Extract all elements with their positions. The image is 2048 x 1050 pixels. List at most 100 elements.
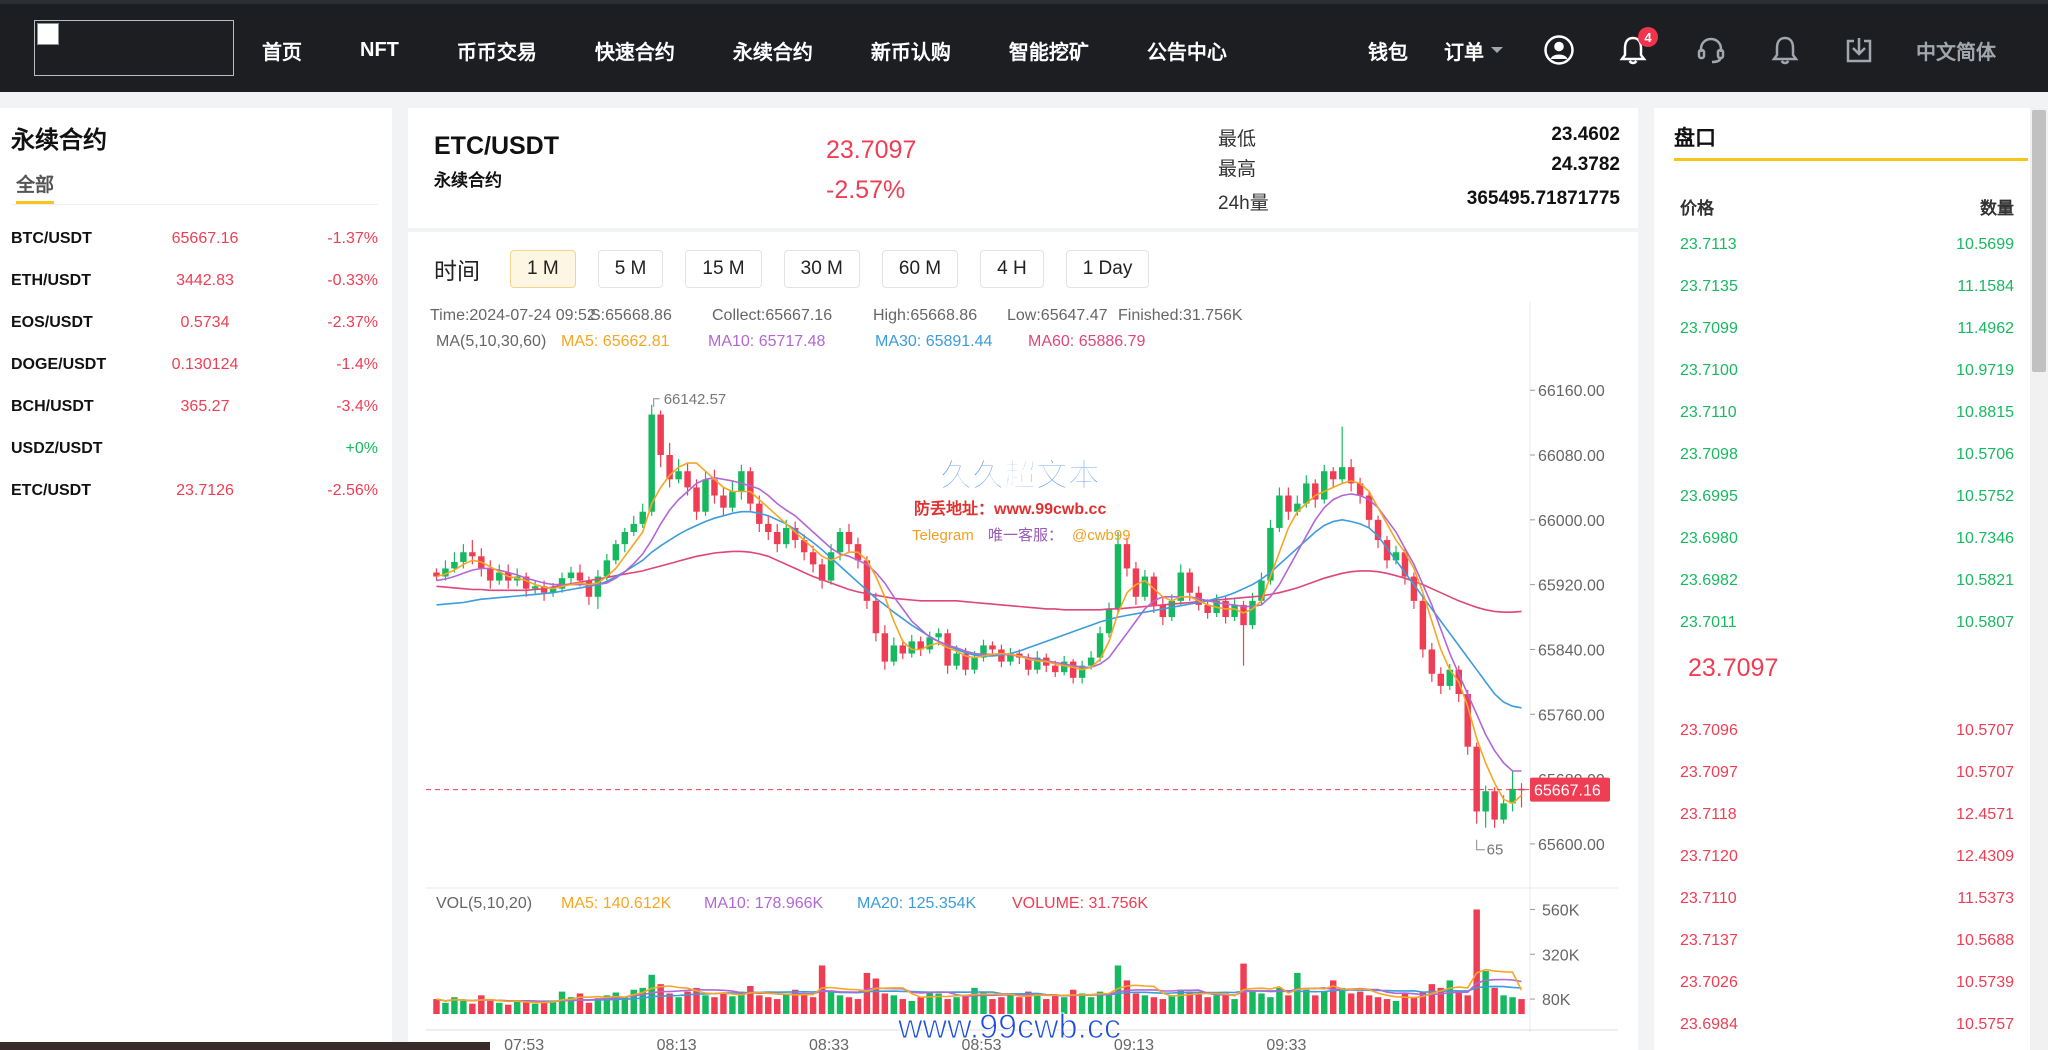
orderbook-bid-row[interactable]: 23.7135 11.1584 bbox=[1654, 266, 2048, 308]
volume-bar bbox=[980, 991, 987, 1014]
bell-outline-icon[interactable] bbox=[1768, 33, 1802, 67]
logo[interactable] bbox=[34, 20, 234, 76]
orderbook-bid-row[interactable]: 23.7113 10.5699 bbox=[1654, 224, 2048, 266]
scrollbar[interactable] bbox=[2030, 108, 2048, 1050]
candle bbox=[1132, 568, 1140, 597]
orderbook-bid-row[interactable]: 23.6982 10.5821 bbox=[1654, 560, 2048, 602]
volume-bar bbox=[460, 1000, 467, 1014]
volume-bar bbox=[1437, 987, 1445, 1014]
market-row[interactable]: EOS/USDT 0.5734 -2.37% bbox=[0, 302, 392, 344]
volume-bar bbox=[1401, 993, 1409, 1014]
bell-icon[interactable]: 4 bbox=[1616, 27, 1658, 67]
candle bbox=[1087, 657, 1095, 666]
market-row[interactable]: ETC/USDT 23.7126 -2.56% bbox=[0, 470, 392, 512]
orderbook-ask-row[interactable]: 23.7110 11.5373 bbox=[1654, 878, 2048, 920]
x-tick-label: 09:13 bbox=[1114, 1037, 1154, 1050]
candle bbox=[1410, 576, 1418, 601]
candle bbox=[908, 641, 915, 654]
vol-legend-value: MA5: 140.612K bbox=[561, 895, 672, 912]
candle bbox=[1482, 791, 1489, 812]
orderbook-bid-row[interactable]: 23.6980 10.7346 bbox=[1654, 518, 2048, 560]
timeframe-1day[interactable]: 1 Day bbox=[1065, 250, 1150, 288]
candle bbox=[666, 455, 673, 480]
market-row[interactable]: USDZ/USDT +0% bbox=[0, 428, 392, 470]
volume-bar bbox=[594, 998, 602, 1014]
timeframe-5m[interactable]: 5 M bbox=[597, 250, 664, 288]
market-row[interactable]: DOGE/USDT 0.130124 -1.4% bbox=[0, 344, 392, 386]
volume-bar bbox=[666, 993, 673, 1014]
language-selector[interactable]: 中文简体 bbox=[1916, 41, 1996, 64]
timeframe-4h[interactable]: 4 H bbox=[980, 250, 1044, 288]
tab-all[interactable]: 全部 bbox=[16, 170, 55, 204]
market-row[interactable]: ETH/USDT 3442.83 -0.33% bbox=[0, 260, 392, 302]
orderbook-ask-row[interactable]: 23.7096 10.5707 bbox=[1654, 710, 2048, 752]
candle bbox=[1159, 604, 1167, 618]
candle bbox=[1321, 471, 1328, 500]
download-icon[interactable] bbox=[1842, 33, 1876, 67]
vol-tick-label: 80K bbox=[1542, 992, 1571, 1009]
candle bbox=[738, 471, 745, 492]
candle bbox=[442, 568, 449, 577]
quantity-header: 数量 bbox=[1980, 199, 2014, 218]
candle bbox=[1276, 495, 1283, 528]
candle bbox=[890, 645, 898, 662]
user-icon[interactable] bbox=[1542, 33, 1576, 67]
candle bbox=[1231, 604, 1238, 618]
nav-mining[interactable]: 智能挖矿 bbox=[1008, 41, 1089, 64]
volume-bar bbox=[1294, 972, 1301, 1014]
volume-bar bbox=[504, 1004, 512, 1014]
orderbook-ask-row[interactable]: 23.7097 10.5707 bbox=[1654, 752, 2048, 794]
bid-quantity: 11.1584 bbox=[1957, 278, 2014, 295]
orderbook-ask-row[interactable]: 23.6984 10.5757 bbox=[1654, 1004, 2048, 1046]
wallet-link[interactable]: 钱包 bbox=[1368, 41, 1408, 64]
nav-home[interactable]: 首页 bbox=[262, 41, 302, 64]
candle bbox=[496, 572, 503, 581]
headset-icon[interactable] bbox=[1694, 33, 1728, 67]
orderbook-ask-row[interactable]: 23.7137 10.5688 bbox=[1654, 920, 2048, 962]
candle bbox=[1464, 694, 1471, 747]
market-symbol: USDZ/USDT bbox=[11, 440, 103, 457]
market-row[interactable]: BTC/USDT 65667.16 -1.37% bbox=[0, 218, 392, 260]
orderbook-bid-row[interactable]: 23.7100 10.9719 bbox=[1654, 350, 2048, 392]
timeframe-30m[interactable]: 30 M bbox=[783, 250, 860, 288]
nav-spot[interactable]: 币币交易 bbox=[456, 41, 537, 64]
orderbook-ask-row[interactable]: 23.7026 10.5739 bbox=[1654, 962, 2048, 1004]
nav-announcements[interactable]: 公告中心 bbox=[1146, 41, 1227, 64]
candle bbox=[809, 552, 817, 565]
ticker-panel: ETC/USDT 永续合约 23.7097 -2.57% 最低 23.4602 … bbox=[408, 108, 1638, 228]
market-row[interactable]: BCH/USDT 365.27 -3.4% bbox=[0, 386, 392, 428]
candle bbox=[1096, 633, 1104, 658]
candle bbox=[791, 527, 799, 541]
timeframe-60m[interactable]: 60 M bbox=[881, 250, 959, 288]
nav-quick-contract[interactable]: 快速合约 bbox=[594, 41, 675, 64]
candle bbox=[693, 487, 700, 512]
volume-bar bbox=[451, 997, 458, 1014]
candle bbox=[980, 645, 987, 658]
candle bbox=[1177, 572, 1184, 601]
candle bbox=[1473, 746, 1480, 812]
candle bbox=[872, 600, 880, 634]
volume-bar bbox=[872, 978, 880, 1014]
orderbook-bid-row[interactable]: 23.6995 10.5752 bbox=[1654, 476, 2048, 518]
orderbook-bid-row[interactable]: 23.7110 10.8815 bbox=[1654, 392, 2048, 434]
orders-menu[interactable]: 订单 bbox=[1444, 36, 1504, 65]
orderbook-ask-row[interactable]: 23.7118 12.4571 bbox=[1654, 794, 2048, 836]
scrollbar-thumb[interactable] bbox=[2032, 110, 2046, 372]
nav-nft[interactable]: NFT bbox=[360, 38, 399, 61]
volume-bar bbox=[1321, 991, 1328, 1014]
candle bbox=[1374, 519, 1382, 541]
orderbook-bid-row[interactable]: 23.7011 10.5807 bbox=[1654, 602, 2048, 644]
bid-price: 23.7100 bbox=[1680, 362, 1738, 379]
volume-bar bbox=[693, 987, 700, 1014]
nav-perpetual[interactable]: 永续合约 bbox=[732, 41, 813, 64]
orderbook-bid-row[interactable]: 23.7098 10.5706 bbox=[1654, 434, 2048, 476]
volume-bar bbox=[836, 995, 844, 1014]
orderbook-ask-row[interactable]: 23.7120 12.4309 bbox=[1654, 836, 2048, 878]
volume-bar bbox=[747, 986, 754, 1014]
timeframe-1m[interactable]: 1 M bbox=[510, 250, 576, 288]
orderbook-bid-row[interactable]: 23.7099 11.4962 bbox=[1654, 308, 2048, 350]
nav-ieo[interactable]: 新币认购 bbox=[870, 41, 951, 64]
candlestick-chart[interactable]: 66160.00 66080.00 66000.00 65920.00 65840.00… bbox=[408, 232, 1638, 1050]
low-label: 最低 bbox=[1218, 129, 1257, 150]
timeframe-15m[interactable]: 15 M bbox=[685, 250, 762, 288]
